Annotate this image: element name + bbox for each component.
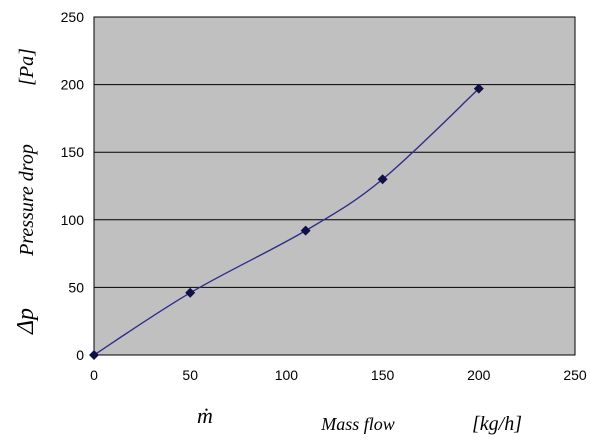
- x-tick-label: 50: [182, 367, 198, 383]
- x-tick-label: 200: [467, 367, 491, 383]
- y-tick-label: 50: [68, 279, 84, 295]
- x-tick-label: 0: [90, 367, 98, 383]
- y-tick-label: 100: [61, 212, 85, 228]
- y-tick-label: 200: [61, 77, 85, 93]
- y-tick-label: 250: [61, 9, 85, 25]
- y-tick-labels: 0 50 100 150 200 250: [61, 9, 85, 363]
- x-tick-label: 250: [563, 367, 587, 383]
- y-tick-label: 0: [76, 347, 84, 363]
- y-axis-title: Pressure drop: [16, 144, 38, 257]
- x-tick-labels: 0 50 100 150 200 250: [90, 367, 587, 383]
- plot-area: [94, 17, 575, 355]
- y-axis-symbol: Δp: [13, 308, 39, 335]
- y-axis-unit: [Pa]: [16, 48, 38, 86]
- x-tick-label: 100: [275, 367, 299, 383]
- x-tick-label: 150: [371, 367, 395, 383]
- x-axis-unit: [kg/h]: [472, 413, 522, 435]
- y-tick-label: 150: [61, 144, 85, 160]
- x-axis-symbol: ṁ: [197, 403, 213, 428]
- x-axis-title: Mass flow: [320, 414, 395, 434]
